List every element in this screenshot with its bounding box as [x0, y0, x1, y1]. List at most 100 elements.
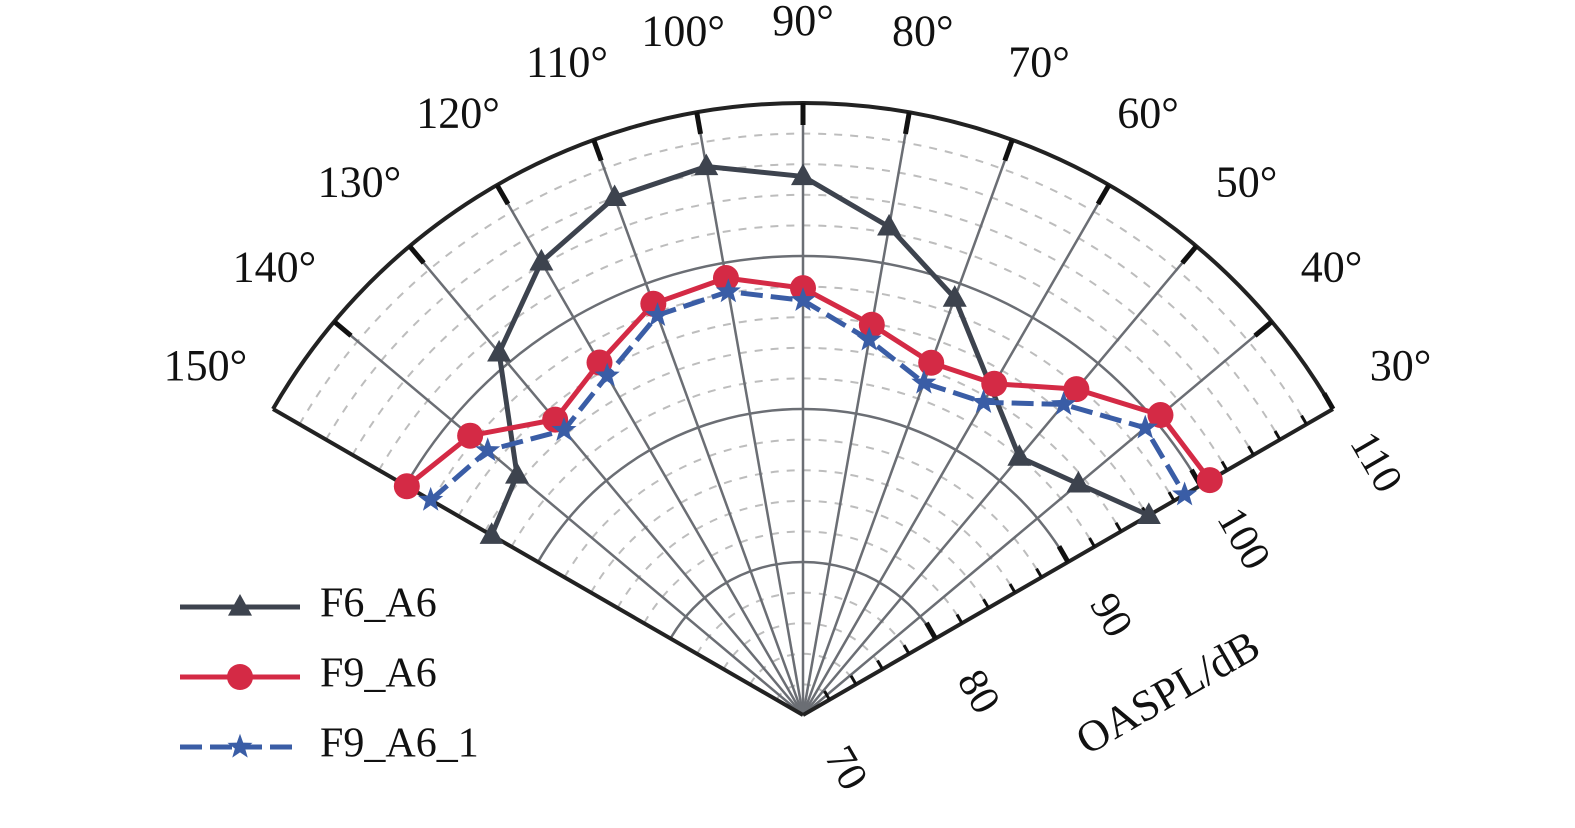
outer-tick	[1180, 244, 1199, 265]
data-point-star	[715, 278, 741, 303]
radial-tick	[1114, 521, 1123, 533]
radial-tick	[849, 674, 858, 686]
radial-tick	[902, 644, 911, 655]
data-point-star	[227, 733, 253, 758]
data-point-circle	[1063, 376, 1090, 403]
radial-tick	[1035, 567, 1043, 579]
angle-tick-label: 140°	[233, 243, 317, 292]
data-point-star	[1051, 391, 1077, 416]
major-grid-circle	[669, 560, 937, 640]
radial-tick-label: 70	[815, 739, 876, 798]
radial-tick	[1220, 460, 1229, 471]
series-f9-a6-1	[418, 278, 1198, 511]
angle-tick-label: 120°	[416, 89, 500, 138]
radial-axis-label: OASPL/dB	[1068, 620, 1268, 764]
radial-tick-label: 110	[1341, 424, 1412, 500]
angle-tick-label: 70°	[1008, 38, 1070, 87]
legend-label: F9_A6	[320, 651, 437, 697]
data-point-circle	[858, 311, 885, 338]
data-point-circle	[712, 265, 739, 292]
data-point-triangle	[942, 285, 967, 307]
edge-axis	[271, 407, 805, 717]
data-point-triangle	[1066, 470, 1091, 493]
angle-tick-label: 50°	[1216, 158, 1278, 207]
legend: F6_A6 F9_A6 F9_A6_1	[180, 581, 479, 767]
data-point-triangle	[228, 594, 252, 616]
radial-tick-label: 100	[1208, 500, 1279, 578]
angle-tick-label: 80°	[892, 7, 954, 56]
angle-tick-label: 130°	[318, 158, 402, 207]
radial-tick	[1167, 491, 1176, 502]
data-point-triangle	[694, 153, 719, 176]
angle-tick-label: 40°	[1301, 243, 1363, 292]
data-point-circle	[457, 422, 484, 449]
outer-tick	[407, 244, 426, 265]
radial-tick	[924, 621, 938, 640]
major-grid-circle	[404, 254, 1202, 487]
radial-tick	[1088, 537, 1096, 548]
data-point-triangle	[505, 462, 530, 484]
data-point-triangle	[877, 213, 902, 236]
angle-tick-label: 60°	[1117, 89, 1179, 138]
series-layer	[393, 153, 1223, 544]
legend-label: F6_A6	[320, 581, 437, 627]
outer-tick	[332, 319, 353, 338]
outer-tick	[1253, 319, 1274, 338]
data-point-star	[911, 369, 937, 394]
legend-item: F6_A6	[180, 581, 437, 627]
radial-tick-label: 90	[1080, 586, 1141, 645]
data-point-triangle	[791, 163, 815, 186]
series-f6-a6	[479, 153, 1161, 544]
data-point-star	[790, 287, 816, 312]
angle-tick-label: 110°	[526, 38, 608, 87]
radial-tick	[1273, 430, 1282, 441]
minor-grid-circle	[775, 683, 831, 701]
minor-grid-circle	[749, 652, 857, 685]
major-grid-circle	[536, 407, 1070, 563]
data-point-circle	[1196, 467, 1223, 494]
outer-tick	[902, 111, 912, 135]
angle-tick-label: 90°	[772, 0, 834, 45]
radial-tick	[1321, 392, 1336, 411]
data-point-star	[551, 416, 577, 441]
data-point-circle	[227, 664, 253, 690]
outer-tick	[591, 139, 604, 162]
radial-tick	[823, 690, 831, 701]
data-point-triangle	[1007, 444, 1032, 466]
radial-tick	[1056, 545, 1071, 564]
legend-label: F9_A6_1	[320, 721, 479, 767]
radial-tick	[1247, 445, 1255, 456]
angle-tick-label: 30°	[1370, 341, 1432, 390]
radial-tick	[955, 613, 964, 624]
radial-tick-label: 80	[948, 662, 1009, 721]
radial-tick	[1300, 414, 1308, 426]
data-point-circle	[918, 349, 945, 376]
data-point-star	[1172, 481, 1198, 506]
data-point-star	[475, 437, 501, 462]
outer-tick	[694, 111, 704, 135]
radial-tick	[876, 659, 884, 670]
angle-tick-label: 100°	[641, 7, 725, 56]
data-point-circle	[1147, 402, 1174, 429]
data-point-star	[418, 486, 444, 511]
data-point-triangle	[1136, 502, 1161, 524]
legend-item: F9_A6	[180, 651, 437, 697]
data-point-triangle	[487, 339, 512, 362]
legend-item: F9_A6_1	[180, 721, 479, 767]
data-point-star	[644, 302, 671, 326]
outer-tick	[1095, 183, 1112, 206]
data-point-circle	[393, 473, 420, 500]
outer-tick	[1002, 139, 1015, 162]
data-point-triangle	[479, 522, 504, 544]
outer-tick	[494, 183, 511, 206]
data-point-star	[970, 389, 997, 413]
data-point-star	[1132, 414, 1158, 439]
angle-tick-labels: 150° 140°130° 120° 110° 100° 90° 80° 70° 60° 50° 4…	[164, 0, 1432, 390]
radial-tick	[982, 598, 990, 609]
data-point-star	[594, 362, 620, 387]
data-point-triangle	[602, 184, 627, 207]
angle-tick-label: 150°	[164, 341, 248, 390]
series-line	[489, 164, 1150, 537]
data-point-triangle	[529, 248, 554, 271]
